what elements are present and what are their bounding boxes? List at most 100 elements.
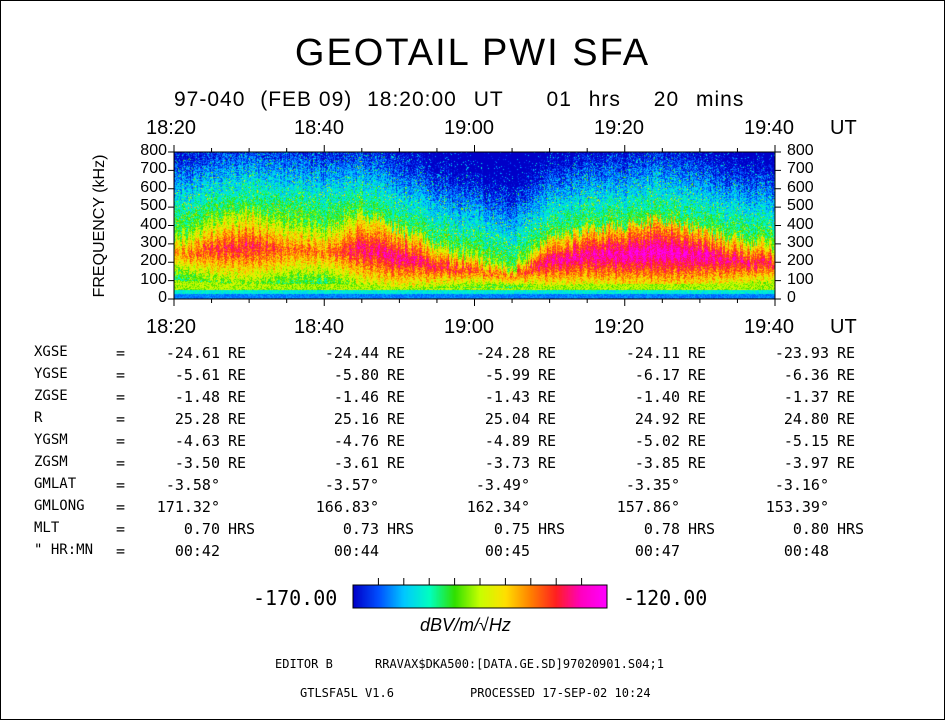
ephemeris-value: -6.36 [783, 366, 829, 384]
ephemeris-unit: RE [837, 432, 856, 450]
ephemeris-unit: RE [228, 454, 247, 472]
ephemeris-unit: RE [538, 388, 557, 406]
ephemeris-unit: RE [387, 366, 406, 384]
ephemeris-value: 0.78 [643, 520, 680, 538]
ephemeris-value: -1.46 [333, 388, 379, 406]
ephemeris-param-name: ZGSM [34, 454, 68, 470]
ephemeris-unit: RE [228, 344, 247, 362]
ephemeris-value: -1.37 [783, 388, 829, 406]
ephemeris-equals: = [116, 498, 126, 516]
ephemeris-unit: RE [837, 454, 856, 472]
ephemeris-unit: RE [837, 388, 856, 406]
ephemeris-equals: = [116, 410, 126, 428]
ephemeris-value: -6.17 [634, 366, 680, 384]
ephemeris-unit: RE [228, 432, 247, 450]
data-path: RRAVAX$DKA500:[DATA.GE.SD]97020901.S04;1 [375, 657, 664, 671]
ephemeris-value: 25.16 [333, 410, 379, 428]
ephemeris-value: -24.11 [625, 344, 680, 362]
ephemeris-value: 153.39° [765, 498, 829, 516]
y-axis-label: FREQUENCY (kHz) [91, 154, 108, 298]
ephemeris-equals: = [116, 520, 126, 538]
ephemeris-value: 166.83° [315, 498, 379, 516]
ephemeris-value: 171.32° [156, 498, 220, 516]
ephemeris-value: 24.80 [783, 410, 829, 428]
ephemeris-unit: RE [228, 410, 247, 428]
ephemeris-value: 157.86° [616, 498, 680, 516]
ephemeris-unit: RE [387, 410, 406, 428]
ephemeris-unit: RE [688, 432, 707, 450]
bottom-time-label-1: 18:40 [294, 316, 345, 338]
ephemeris-unit: RE [538, 344, 557, 362]
ephemeris-param-name: MLT [34, 520, 60, 536]
freq-tick-right-800: 800 [787, 142, 814, 159]
ephemeris-param-name: R [34, 410, 43, 426]
ephemeris-value: 25.28 [174, 410, 220, 428]
ephemeris-value: 0.70 [183, 520, 220, 538]
freq-tick-right-500: 500 [787, 197, 814, 215]
top-time-label-3: 19:20 [594, 117, 645, 139]
ephemeris-value: 00:45 [484, 542, 530, 560]
freq-tick-left-500: 500 [140, 197, 167, 215]
freq-tick-left-600: 600 [140, 178, 167, 196]
processed-date: PROCESSED 17-SEP-02 10:24 [470, 686, 651, 700]
bottom-time-label-3: 19:20 [594, 316, 645, 338]
bottom-time-label-0: 18:20 [146, 316, 197, 338]
ephemeris-unit: RE [837, 366, 856, 384]
ephemeris-equals: = [116, 432, 126, 450]
ephemeris-value: 24.92 [634, 410, 680, 428]
freq-tick-left-100: 100 [140, 270, 167, 288]
ephemeris-value: -5.02 [634, 432, 680, 450]
ephemeris-equals: = [116, 454, 126, 472]
ephemeris-unit: RE [538, 410, 557, 428]
ephemeris-param-name: XGSE [34, 344, 68, 360]
ephemeris-value: -24.44 [324, 344, 379, 362]
ephemeris-equals: = [116, 344, 126, 362]
ephemeris-value: -5.99 [484, 366, 530, 384]
freq-tick-right-0: 0 [787, 289, 796, 306]
ephemeris-unit: RE [387, 432, 406, 450]
ephemeris-unit: HRS [538, 520, 566, 538]
ephemeris-value: -4.76 [333, 432, 379, 450]
ephemeris-value: -3.35° [625, 476, 680, 494]
ephemeris-unit: HRS [837, 520, 865, 538]
freq-tick-left-800: 800 [140, 142, 167, 159]
subtitle-date: 97-040 [174, 88, 246, 111]
ephemeris-equals: = [116, 366, 126, 384]
ephemeris-value: -1.40 [634, 388, 680, 406]
ephemeris-value: -24.61 [165, 344, 220, 362]
editor-label: EDITOR B [275, 657, 333, 671]
freq-tick-right-600: 600 [787, 178, 814, 196]
subtitle-day: (FEB 09) [260, 88, 353, 111]
ephemeris-value: -24.28 [475, 344, 530, 362]
subtitle-duration-mins: 20 [653, 88, 680, 111]
freq-tick-left-400: 400 [140, 215, 167, 233]
ephemeris-unit: RE [387, 344, 406, 362]
program-version: GTLSFA5L V1.6 [300, 686, 394, 700]
ephemeris-unit: RE [688, 388, 707, 406]
ephemeris-equals: = [116, 542, 126, 560]
ephemeris-unit: RE [688, 344, 707, 362]
ephemeris-value: 00:47 [634, 542, 680, 560]
ephemeris-value: -1.43 [484, 388, 530, 406]
top-time-label-1: 18:40 [294, 117, 345, 139]
ephemeris-value: 00:42 [174, 542, 220, 560]
ephemeris-unit: RE [688, 410, 707, 428]
subtitle-start-time: 18:20:00 [367, 88, 457, 111]
ephemeris-value: -3.58° [165, 476, 220, 494]
ephemeris-unit: RE [688, 454, 707, 472]
ephemeris-value: -3.97 [783, 454, 829, 472]
ephemeris-value: -5.61 [174, 366, 220, 384]
colorbar-min-label: -170.00 [253, 586, 338, 610]
ephemeris-unit: RE [228, 366, 247, 384]
ephemeris-value: -3.85 [634, 454, 680, 472]
ephemeris-unit: RE [387, 388, 406, 406]
ephemeris-value: -3.61 [333, 454, 379, 472]
ephemeris-param-name: YGSM [34, 432, 68, 448]
ephemeris-unit: RE [538, 454, 557, 472]
ephemeris-value: 0.73 [342, 520, 379, 538]
colorbar-unit-label: dBV/m/√Hz [420, 615, 511, 635]
ephemeris-value: 25.04 [484, 410, 530, 428]
ephemeris-equals: = [116, 388, 126, 406]
ephemeris-param-name: " HR:MN [34, 542, 94, 558]
ephemeris-unit: RE [538, 366, 557, 384]
